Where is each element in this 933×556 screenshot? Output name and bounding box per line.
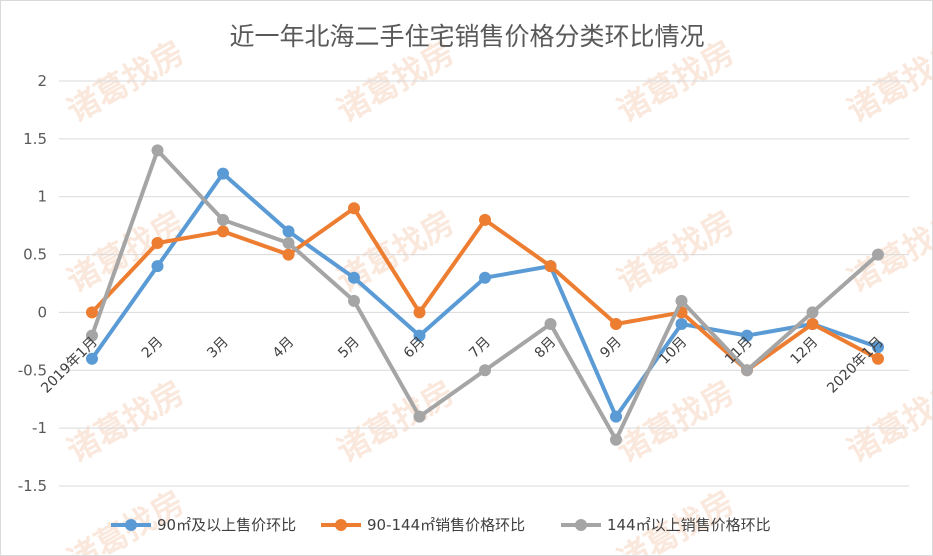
data-point (544, 318, 557, 330)
watermark-text: 诸葛找房 (841, 373, 932, 470)
data-point (348, 202, 360, 215)
x-tick-label: 4月 (270, 334, 298, 362)
y-tick-label: 0 (37, 303, 47, 321)
legend-swatch-marker (575, 519, 587, 531)
data-point (872, 352, 884, 365)
x-tick-label: 8月 (532, 334, 560, 362)
data-point (872, 341, 884, 354)
y-axis-ticks: 2 1.5 1 0.5 0 -0.5 -1 -1.5 (18, 72, 47, 495)
watermark-text: 诸葛找房 (611, 373, 741, 470)
y-tick-label: 1 (37, 188, 47, 206)
legend-item: 144㎡以上销售价格环比 (561, 516, 771, 534)
data-point (806, 318, 819, 330)
legend-swatch-marker (335, 519, 347, 531)
data-point (86, 352, 98, 365)
watermark-text: 诸葛找房 (61, 373, 191, 470)
watermark-text: 诸葛找房 (841, 203, 932, 300)
data-point (217, 225, 229, 238)
y-tick-label: 0.5 (23, 246, 47, 264)
x-tick-label: 2020年1月 (824, 334, 887, 397)
watermark-text: 诸葛找房 (611, 203, 741, 300)
y-tick-label: -1 (32, 419, 47, 437)
x-tick-label: 2月 (139, 334, 167, 362)
x-tick-label: 9月 (597, 334, 625, 362)
data-point (610, 410, 622, 423)
data-point (217, 213, 229, 226)
data-point (86, 306, 98, 319)
data-point (479, 213, 491, 226)
y-tick-label: 1.5 (23, 130, 47, 148)
watermark-text: 诸葛找房 (331, 373, 461, 470)
data-point (86, 329, 98, 342)
data-point (348, 271, 360, 284)
data-point (282, 225, 295, 238)
data-point (872, 248, 884, 261)
series-line (90, 171, 880, 419)
x-tick-label: 7月 (466, 334, 494, 362)
legend-swatch-marker (125, 519, 137, 531)
data-point (151, 144, 164, 157)
data-point (413, 329, 426, 342)
y-tick-label: -1.5 (18, 477, 47, 495)
data-point (151, 260, 164, 273)
y-tick-label: 2 (37, 72, 47, 90)
data-point (151, 237, 164, 249)
data-point (217, 167, 229, 180)
chart-title: 近一年北海二手住宅销售价格分类环比情况 (229, 22, 704, 51)
legend: 90㎡及以上售价环比 90-144㎡销售价格环比 144㎡以上销售价格环比 (111, 516, 771, 534)
data-point (610, 433, 622, 446)
series-layer (86, 144, 884, 446)
legend-label: 144㎡以上销售价格环比 (607, 516, 771, 534)
x-tick-label: 5月 (335, 334, 363, 362)
data-point (741, 364, 753, 377)
watermark-text: 诸葛找房 (61, 203, 191, 300)
data-point (413, 306, 426, 319)
data-point (479, 271, 491, 284)
data-point (741, 329, 753, 342)
data-point (282, 248, 295, 261)
data-point (675, 294, 688, 307)
data-point (675, 318, 688, 330)
data-point (282, 237, 295, 249)
data-point (544, 260, 557, 273)
series-1 (86, 167, 884, 423)
x-tick-label: 3月 (204, 334, 232, 362)
legend-label: 90-144㎡销售价格环比 (367, 516, 525, 534)
series-3 (86, 144, 884, 446)
legend-item: 90㎡及以上售价环比 (111, 516, 296, 534)
data-point (806, 306, 819, 319)
legend-item: 90-144㎡销售价格环比 (321, 516, 525, 534)
legend-label: 90㎡及以上售价环比 (157, 516, 296, 534)
data-point (479, 364, 491, 377)
data-point (610, 318, 622, 330)
data-point (348, 294, 360, 307)
y-tick-label: -0.5 (18, 361, 47, 379)
x-tick-label: 2019年1月 (38, 334, 101, 397)
data-point (413, 410, 426, 423)
